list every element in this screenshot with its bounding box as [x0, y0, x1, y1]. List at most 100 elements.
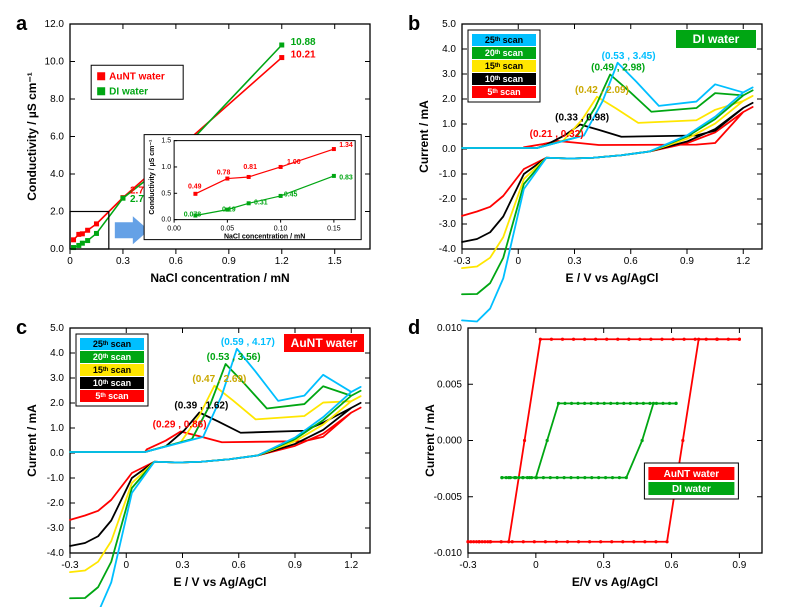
svg-text:0.9: 0.9 — [288, 560, 302, 571]
panel-a-svg: a00.30.60.91.21.50.02.04.06.08.010.012.0… — [12, 12, 382, 292]
svg-text:0.9: 0.9 — [222, 256, 236, 267]
svg-text:0.005: 0.005 — [437, 379, 462, 390]
svg-text:1.2: 1.2 — [275, 256, 289, 267]
svg-text:0.3: 0.3 — [176, 560, 190, 571]
svg-text:0.15: 0.15 — [327, 226, 341, 233]
svg-text:0: 0 — [67, 256, 73, 267]
svg-text:Current / mA: Current / mA — [423, 404, 437, 477]
svg-text:0: 0 — [533, 560, 539, 571]
svg-text:0.31: 0.31 — [254, 199, 268, 206]
svg-text:-3.0: -3.0 — [47, 523, 65, 534]
svg-text:E / V vs Ag/AgCl: E / V vs Ag/AgCl — [174, 575, 267, 589]
svg-text:0.010: 0.010 — [437, 323, 462, 334]
svg-text:0.45: 0.45 — [284, 192, 298, 199]
svg-text:1.34: 1.34 — [339, 142, 353, 149]
svg-text:(0.53 , 3.45): (0.53 , 3.45) — [602, 51, 656, 62]
svg-text:(0.33 , 0.98): (0.33 , 0.98) — [555, 113, 609, 124]
svg-text:(0.39 , 1.62): (0.39 , 1.62) — [174, 401, 228, 412]
svg-text:3.0: 3.0 — [442, 69, 456, 80]
svg-text:2.0: 2.0 — [50, 207, 64, 218]
svg-text:15ᵗʰ scan: 15ᵗʰ scan — [93, 365, 131, 375]
svg-text:0.3: 0.3 — [568, 256, 582, 267]
svg-text:0.000: 0.000 — [437, 436, 462, 447]
svg-text:c: c — [16, 317, 27, 339]
svg-text:8.0: 8.0 — [50, 94, 64, 105]
svg-text:0.9: 0.9 — [680, 256, 694, 267]
svg-text:(0.47 , 2.69): (0.47 , 2.69) — [192, 374, 246, 385]
svg-text:5ᵗʰ scan: 5ᵗʰ scan — [95, 391, 128, 401]
svg-text:AuNT water: AuNT water — [664, 469, 720, 480]
svg-text:0.6: 0.6 — [665, 560, 679, 571]
svg-text:-2.0: -2.0 — [47, 498, 65, 509]
svg-text:12.0: 12.0 — [45, 19, 65, 30]
svg-text:d: d — [408, 317, 420, 339]
svg-text:-3.0: -3.0 — [439, 219, 457, 230]
svg-text:AuNT water: AuNT water — [109, 71, 165, 82]
svg-text:6.0: 6.0 — [50, 132, 64, 143]
svg-text:Current / mA: Current / mA — [25, 404, 39, 477]
svg-text:5.0: 5.0 — [50, 323, 64, 334]
svg-text:DI water: DI water — [672, 484, 711, 495]
svg-text:AuNT water: AuNT water — [291, 336, 358, 350]
svg-text:(0.21 , 0.32): (0.21 , 0.32) — [530, 129, 584, 140]
svg-text:DI water: DI water — [109, 86, 148, 97]
svg-text:3.0: 3.0 — [50, 373, 64, 384]
svg-text:2.0: 2.0 — [50, 398, 64, 409]
svg-text:0: 0 — [123, 560, 129, 571]
panel-d-svg: d-0.300.30.60.9-0.010-0.0050.0000.0050.0… — [404, 316, 774, 596]
panel-b: b-0.300.30.60.91.2-4.0-3.0-2.0-1.00.01.0… — [404, 12, 774, 292]
svg-text:0.00: 0.00 — [167, 226, 181, 233]
svg-text:0.078: 0.078 — [184, 212, 202, 219]
svg-text:NaCl concentration / mN: NaCl concentration / mN — [224, 234, 305, 241]
svg-text:25ᵗʰ scan: 25ᵗʰ scan — [485, 35, 523, 45]
svg-text:0.78: 0.78 — [217, 169, 231, 176]
svg-text:20ᵗʰ scan: 20ᵗʰ scan — [93, 352, 131, 362]
svg-text:20ᵗʰ scan: 20ᵗʰ scan — [485, 48, 523, 58]
svg-text:0.83: 0.83 — [339, 175, 353, 182]
svg-text:(0.53 , 3.56): (0.53 , 3.56) — [207, 352, 261, 363]
svg-text:1.2: 1.2 — [344, 560, 358, 571]
svg-text:0.0: 0.0 — [442, 144, 456, 155]
svg-text:0.9: 0.9 — [732, 560, 746, 571]
svg-text:DI water: DI water — [693, 32, 740, 46]
svg-text:E/V vs Ag/AgCl: E/V vs Ag/AgCl — [572, 575, 658, 589]
svg-text:0.81: 0.81 — [243, 164, 257, 171]
svg-text:a: a — [16, 13, 28, 35]
svg-text:0.0: 0.0 — [50, 448, 64, 459]
svg-text:10.21: 10.21 — [291, 50, 316, 61]
svg-text:-0.005: -0.005 — [434, 492, 463, 503]
panel-b-svg: b-0.300.30.60.91.2-4.0-3.0-2.0-1.00.01.0… — [404, 12, 774, 292]
svg-text:0: 0 — [515, 256, 521, 267]
svg-text:1.5: 1.5 — [161, 138, 171, 145]
svg-text:1.0: 1.0 — [442, 119, 456, 130]
svg-text:0.0: 0.0 — [161, 217, 171, 224]
svg-text:0.0: 0.0 — [50, 244, 64, 255]
svg-text:0.6: 0.6 — [169, 256, 183, 267]
svg-text:NaCl concentration / mN: NaCl concentration / mN — [150, 271, 289, 285]
svg-text:4.0: 4.0 — [442, 44, 456, 55]
svg-text:-4.0: -4.0 — [47, 548, 65, 559]
svg-text:10.88: 10.88 — [291, 37, 316, 48]
svg-text:-0.010: -0.010 — [434, 548, 463, 559]
svg-text:0.05: 0.05 — [221, 226, 235, 233]
svg-text:-4.0: -4.0 — [439, 244, 457, 255]
svg-text:Current / mA: Current / mA — [417, 100, 431, 173]
svg-text:E / V vs Ag/AgCl: E / V vs Ag/AgCl — [566, 271, 659, 285]
svg-text:-0.3: -0.3 — [453, 256, 471, 267]
svg-text:15ᵗʰ scan: 15ᵗʰ scan — [485, 61, 523, 71]
svg-text:1.2: 1.2 — [736, 256, 750, 267]
svg-text:0.10: 0.10 — [274, 226, 288, 233]
svg-text:0.19: 0.19 — [222, 206, 236, 213]
svg-text:0.3: 0.3 — [116, 256, 130, 267]
panel-d: d-0.300.30.60.9-0.010-0.0050.0000.0050.0… — [404, 316, 774, 596]
svg-text:(0.42 , 2.09): (0.42 , 2.09) — [575, 85, 629, 96]
svg-text:-1.0: -1.0 — [439, 169, 457, 180]
panel-c-svg: c-0.300.30.60.91.2-4.0-3.0-2.0-1.00.01.0… — [12, 316, 382, 596]
svg-text:0.5: 0.5 — [161, 190, 171, 197]
svg-text:-2.0: -2.0 — [439, 194, 457, 205]
svg-text:(0.49 , 2.98): (0.49 , 2.98) — [591, 63, 645, 74]
svg-text:b: b — [408, 13, 420, 35]
svg-text:5ᵗʰ scan: 5ᵗʰ scan — [487, 87, 520, 97]
svg-text:0.3: 0.3 — [597, 560, 611, 571]
svg-text:4.0: 4.0 — [50, 169, 64, 180]
